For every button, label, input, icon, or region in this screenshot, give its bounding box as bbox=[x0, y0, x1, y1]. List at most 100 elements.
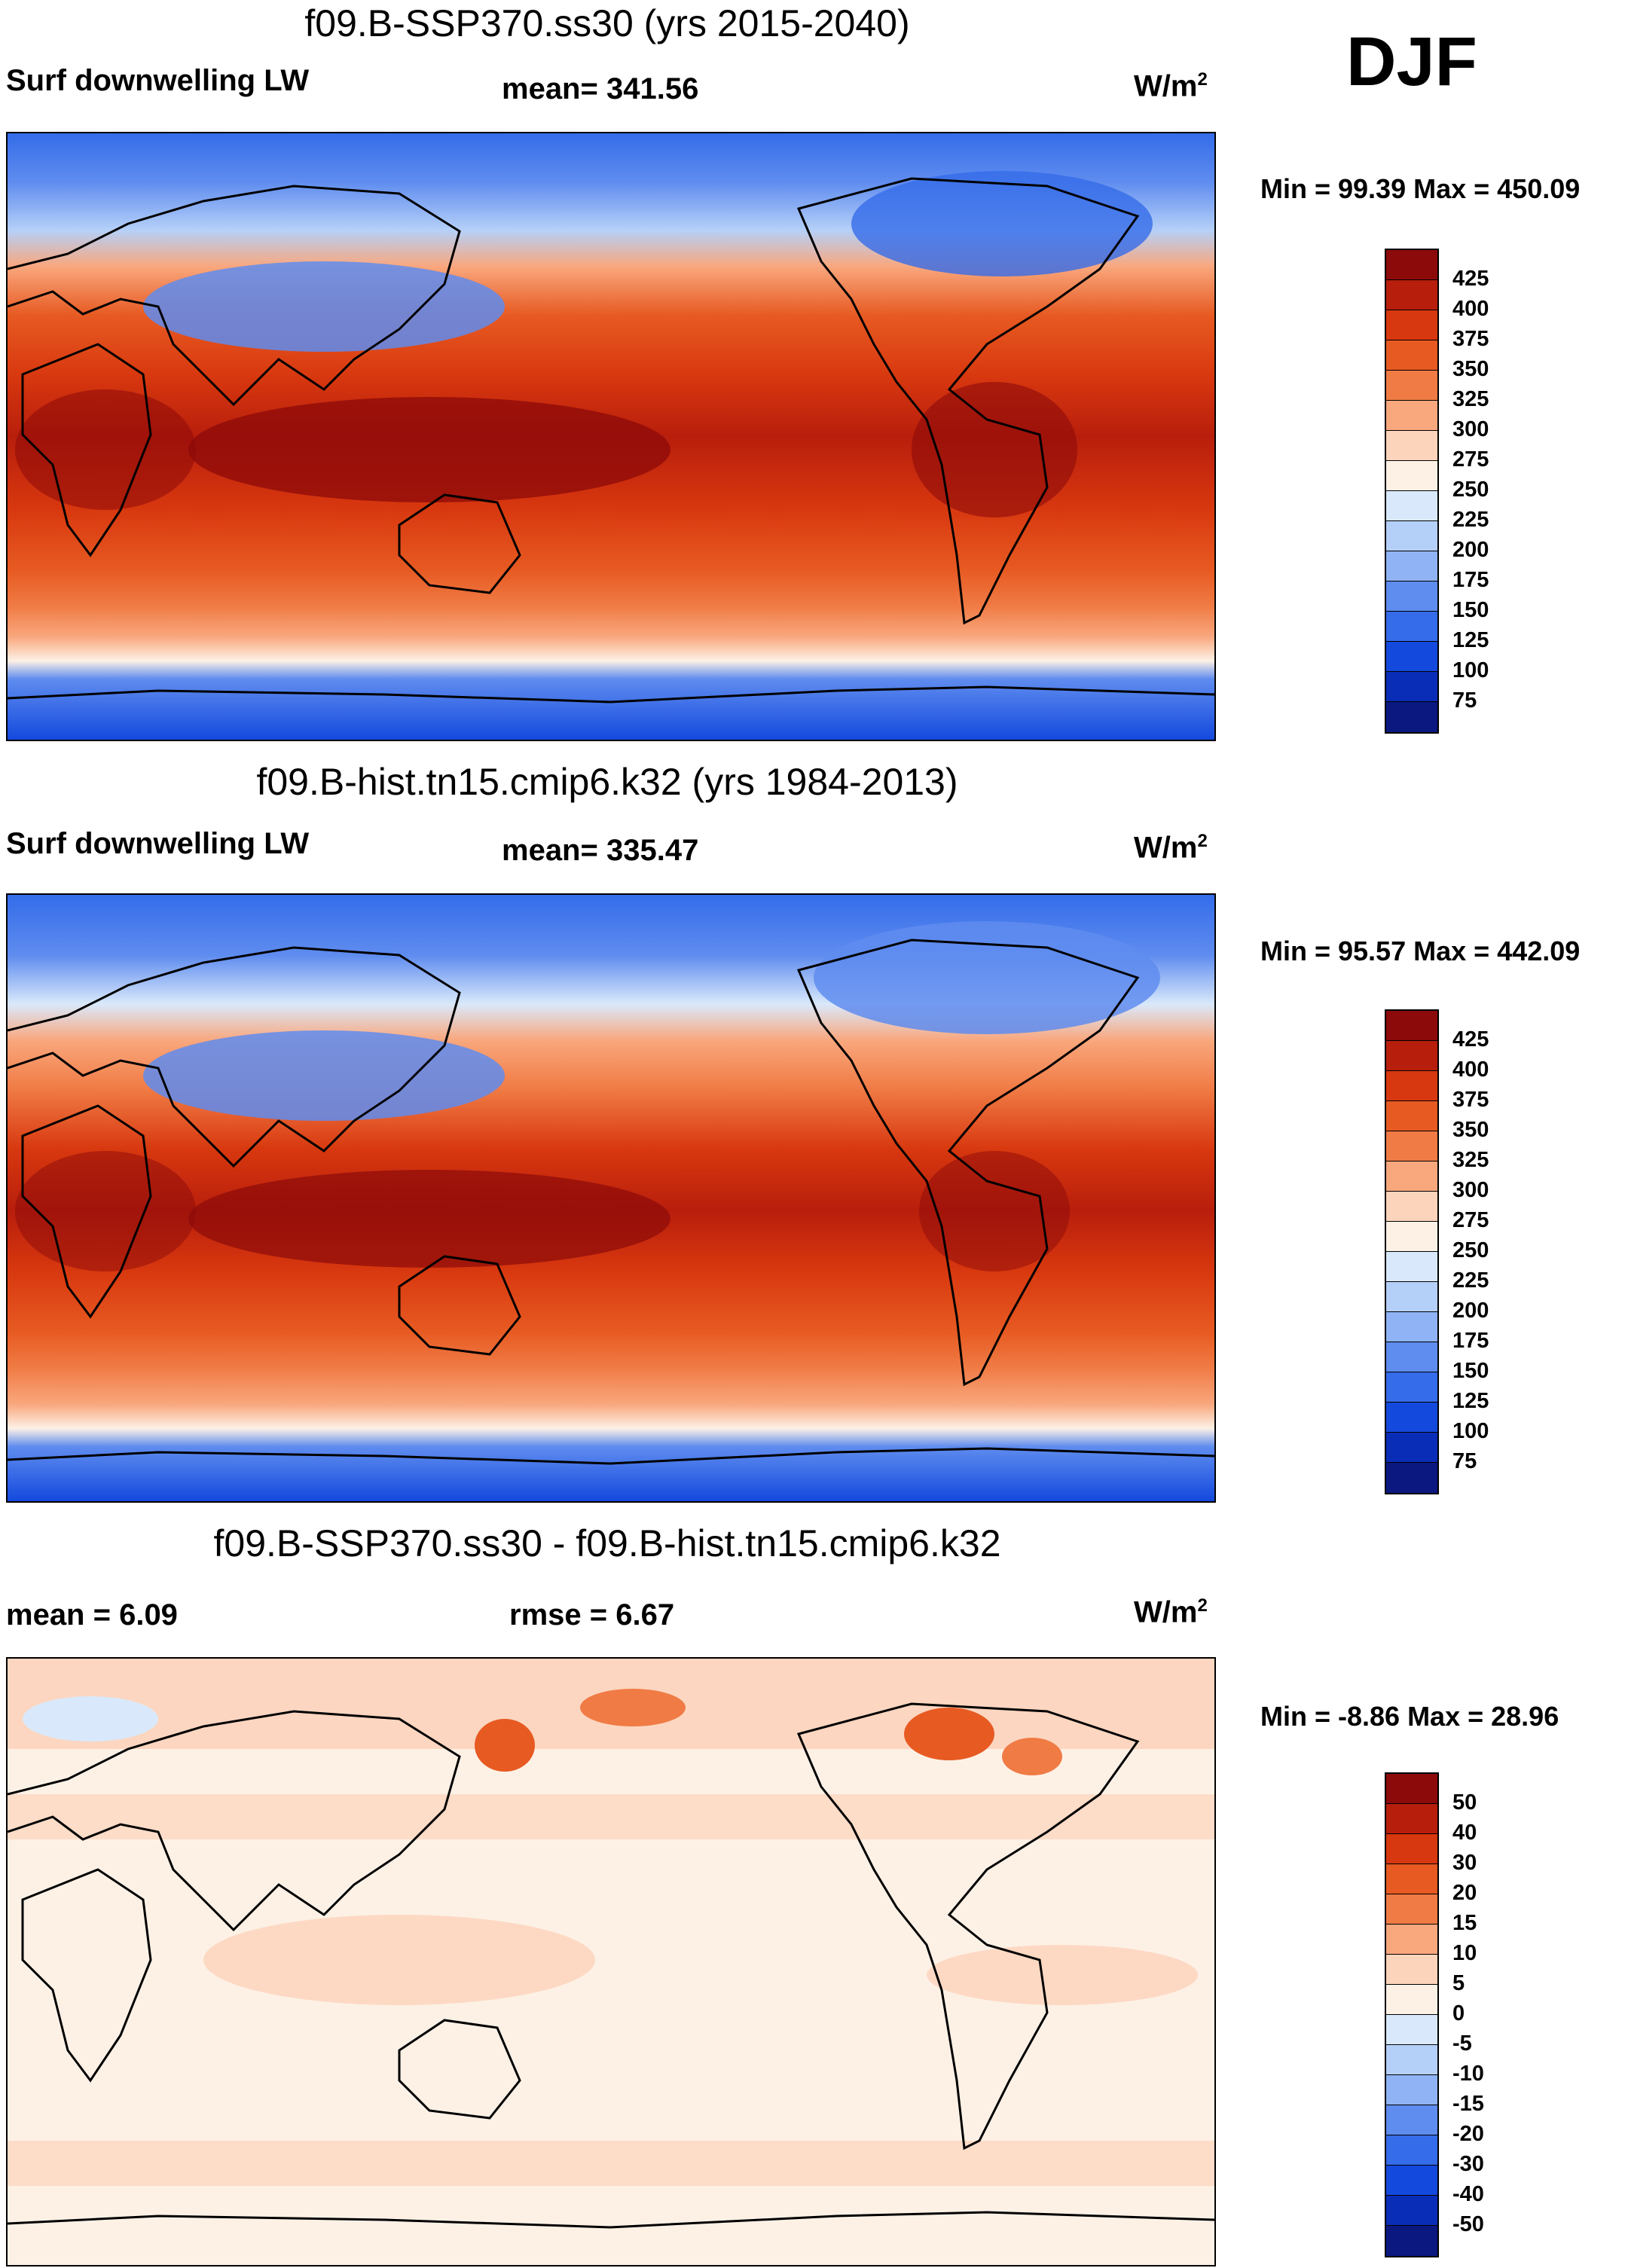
panel-1-colorbar-tick-label: 75 bbox=[1452, 688, 1477, 713]
panel-2-swatch bbox=[1386, 1433, 1437, 1463]
panel-1-africa-warm bbox=[15, 389, 196, 510]
panel-2-minmax: Min = 95.57 Max = 442.09 bbox=[1260, 936, 1581, 966]
panel-1-minmax: Min = 99.39 Max = 450.09 bbox=[1260, 173, 1581, 204]
panel-1-map bbox=[6, 132, 1216, 741]
panel-1-swatch bbox=[1386, 340, 1437, 371]
panel-2-colorbar-tick-label: 350 bbox=[1452, 1118, 1489, 1142]
panel-2-colorbar-tick-label: 375 bbox=[1452, 1088, 1489, 1112]
panel-2-colorbar-tick-label: 175 bbox=[1452, 1329, 1489, 1353]
panel-1-swatch bbox=[1386, 612, 1437, 642]
panel-2-coastline-eurasia bbox=[8, 946, 461, 1168]
panel-3-swatch bbox=[1386, 2075, 1437, 2105]
panel-3-colorbar-tick-label: 20 bbox=[1452, 1881, 1477, 1905]
panel-3-colorbar-tick-label: -20 bbox=[1452, 2122, 1484, 2146]
panel-1-swatch bbox=[1386, 551, 1437, 581]
panel-3-swatch bbox=[1386, 2226, 1437, 2256]
panel-2-colorbar-tick-label: 400 bbox=[1452, 1058, 1489, 1082]
panel-2-coastline-australia bbox=[398, 1255, 521, 1356]
panel-3-coastline-australia bbox=[398, 2019, 521, 2120]
panel-1-colorbar-tick-label: 225 bbox=[1452, 508, 1489, 532]
panel-3-swatch bbox=[1386, 1774, 1437, 1804]
panel-2-colorbar-tick-label: 250 bbox=[1452, 1238, 1489, 1262]
panel-1-asia-cold-region bbox=[143, 261, 505, 352]
panel-1-swatch bbox=[1386, 250, 1437, 280]
panel-1-swatch bbox=[1386, 581, 1437, 612]
panel-3-labrador-warm bbox=[1002, 1738, 1062, 1775]
panel-3-hudson-warm bbox=[904, 1708, 994, 1760]
panel-1-swatch bbox=[1386, 280, 1437, 310]
panel-2-colorbar-tick-label: 300 bbox=[1452, 1178, 1489, 1202]
panel-3-units: W/m2 bbox=[1134, 1595, 1208, 1629]
panel-1-coastline-africa bbox=[21, 343, 152, 557]
panel-2-swatch bbox=[1386, 1101, 1437, 1131]
panel-3-colorbar-tick-label: -15 bbox=[1452, 2092, 1484, 2116]
panel-3-colorbar-tick-label: -5 bbox=[1452, 2031, 1472, 2056]
panel-1-swatch bbox=[1386, 401, 1437, 431]
panel-1-swatch bbox=[1386, 310, 1437, 340]
panel-3-swatch bbox=[1386, 2166, 1437, 2196]
panel-2-colorbar-tick-label: 275 bbox=[1452, 1208, 1489, 1232]
panel-1-colorbar-tick-label: 175 bbox=[1452, 568, 1489, 592]
panel-1-coastline-australia bbox=[398, 493, 521, 594]
panel-2-swatch bbox=[1386, 1372, 1437, 1403]
panel-1-colorbar-tick-label: 325 bbox=[1452, 387, 1489, 411]
panel-3-swatch bbox=[1386, 2135, 1437, 2166]
panel-2-colorbar-tick-label: 225 bbox=[1452, 1268, 1489, 1293]
panel-2-swatch bbox=[1386, 1131, 1437, 1161]
panel-3-swatch bbox=[1386, 1955, 1437, 1985]
panel-1-colorbar-tick-label: 275 bbox=[1452, 447, 1489, 472]
panel-3-rmse-label: rmse = 6.67 bbox=[509, 1598, 675, 1632]
panel-2-swatch bbox=[1386, 1011, 1437, 1041]
panel-1-colorbar-tick-label: 400 bbox=[1452, 297, 1489, 321]
panel-1-swatch bbox=[1386, 461, 1437, 491]
panel-1-swatch bbox=[1386, 431, 1437, 461]
panel-3-kamchatka-warm bbox=[475, 1719, 535, 1772]
panel-3-title: f09.B-SSP370.ss30 - f09.B-hist.tn15.cmip… bbox=[213, 1522, 1001, 1564]
panel-2-variable-label: Surf downwelling LW bbox=[6, 827, 310, 860]
panel-3-coastline-eurasia bbox=[8, 1710, 461, 1932]
panel-1-title: f09.B-SSP370.ss30 (yrs 2015-2040) bbox=[304, 2, 910, 44]
panel-1-colorbar-tick-label: 200 bbox=[1452, 538, 1489, 562]
panel-3-minmax: Min = -8.86 Max = 28.96 bbox=[1260, 1701, 1559, 1732]
panel-1-colorbar-tick-label: 375 bbox=[1452, 327, 1489, 351]
panel-1-units: W/m2 bbox=[1134, 69, 1208, 103]
panel-1-warm-pool bbox=[188, 397, 670, 502]
panel-3-colorbar-tick-label: 0 bbox=[1452, 2001, 1465, 2025]
panel-3-map bbox=[6, 1657, 1216, 2266]
panel-3-swatch bbox=[1386, 1864, 1437, 1894]
panel-2-colorbar-tick-label: 75 bbox=[1452, 1449, 1477, 1473]
panel-2-mean-label: mean= 335.47 bbox=[502, 834, 699, 867]
panel-1-swatch bbox=[1386, 702, 1437, 732]
panel-1-swatch bbox=[1386, 521, 1437, 551]
panel-2-swatch bbox=[1386, 1161, 1437, 1192]
panel-1-swatch bbox=[1386, 642, 1437, 672]
panel-2-map bbox=[6, 893, 1216, 1503]
panel-2-swatch bbox=[1386, 1252, 1437, 1282]
panel-3-bering-warm bbox=[580, 1689, 686, 1726]
season-label: DJF bbox=[1346, 23, 1477, 100]
panel-1-colorbar-tick-label: 300 bbox=[1452, 417, 1489, 441]
panel-3-colorbar-tick-label: 30 bbox=[1452, 1851, 1477, 1875]
panel-2-swatch bbox=[1386, 1222, 1437, 1252]
panel-3-colorbar-tick-label: -40 bbox=[1452, 2182, 1484, 2206]
panel-1-colorbar-tick-label: 250 bbox=[1452, 478, 1489, 502]
panel-2-colorbar-tick-label: 425 bbox=[1452, 1027, 1489, 1052]
panel-3-colorbar-tick-label: 5 bbox=[1452, 1971, 1465, 1995]
panel-1-variable-label: Surf downwelling LW bbox=[6, 64, 310, 97]
panel-1-colorbar bbox=[1385, 249, 1439, 734]
panel-2-colorbar-tick-label: 200 bbox=[1452, 1299, 1489, 1323]
panel-3-colorbar-tick-label: 10 bbox=[1452, 1941, 1477, 1965]
panel-3-colorbar-tick-label: 40 bbox=[1452, 1821, 1477, 1845]
panel-1-swatch bbox=[1386, 672, 1437, 702]
panel-1-coastline-americas bbox=[796, 177, 1140, 625]
panel-3-colorbar bbox=[1385, 1772, 1439, 2257]
panel-3-swatch bbox=[1386, 1834, 1437, 1864]
panel-3-swatch bbox=[1386, 2196, 1437, 2226]
panel-2-warm-pool bbox=[188, 1170, 670, 1268]
panel-1-mean-label: mean= 341.56 bbox=[502, 72, 699, 105]
panel-3-coastline-americas bbox=[796, 1702, 1140, 2150]
panel-1-colorbar-tick-label: 350 bbox=[1452, 357, 1489, 381]
panel-1-swatch bbox=[1386, 491, 1437, 521]
panel-1-amazon-warm bbox=[912, 382, 1077, 517]
panel-2-asia-cold-region bbox=[143, 1030, 505, 1121]
